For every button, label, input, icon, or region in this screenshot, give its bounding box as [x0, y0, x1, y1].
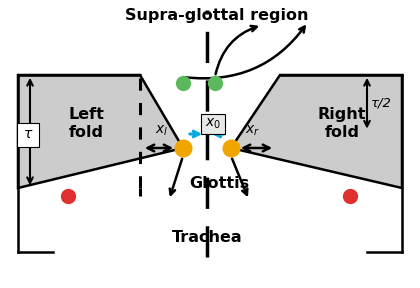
Text: τ/2: τ/2: [371, 97, 392, 110]
Text: $x_r$: $x_r$: [245, 124, 260, 138]
Text: Supra-glottal region: Supra-glottal region: [125, 8, 309, 23]
Text: Left
fold: Left fold: [68, 107, 104, 140]
Text: Right
fold: Right fold: [318, 107, 366, 140]
Text: τ: τ: [24, 128, 32, 141]
Text: $x_0$: $x_0$: [205, 117, 221, 131]
Text: Trachea: Trachea: [172, 230, 242, 245]
FancyBboxPatch shape: [201, 114, 225, 134]
Text: Glottis: Glottis: [189, 176, 249, 191]
Text: $x_l$: $x_l$: [155, 124, 168, 138]
Polygon shape: [18, 75, 183, 188]
Polygon shape: [231, 75, 402, 188]
FancyBboxPatch shape: [17, 122, 39, 147]
